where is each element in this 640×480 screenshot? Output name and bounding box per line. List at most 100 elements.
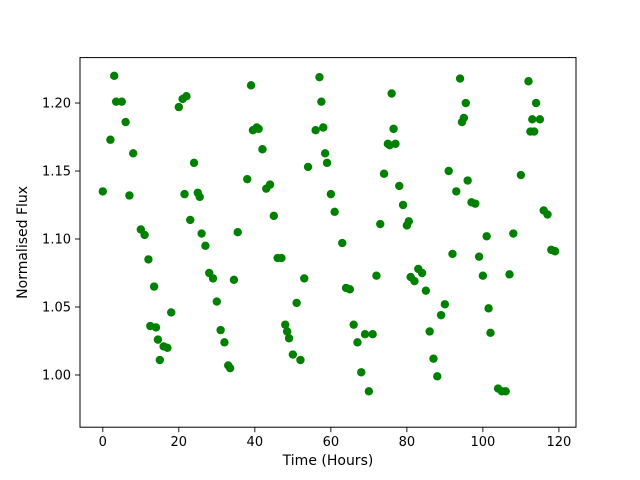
data-point (357, 368, 366, 377)
data-point (281, 320, 290, 329)
data-point (516, 170, 526, 180)
data-point (484, 304, 493, 313)
data-point (345, 285, 355, 294)
data-point (225, 363, 235, 373)
data-point (391, 139, 400, 149)
data-point (319, 123, 328, 132)
data-point (303, 162, 313, 172)
data-point (531, 98, 541, 108)
x-tick-label: 20 (171, 435, 188, 450)
data-point (140, 230, 149, 240)
data-point (448, 249, 457, 259)
data-point (98, 187, 108, 196)
data-point (277, 253, 286, 263)
data-point (528, 115, 537, 124)
x-axis-label: Time (Hours) (282, 453, 374, 469)
y-tick-label: 1.00 (42, 368, 71, 383)
data-point (216, 325, 225, 335)
y-tick-label: 1.10 (42, 233, 71, 248)
data-point (265, 180, 275, 189)
data-point (315, 72, 324, 82)
data-point (317, 97, 326, 106)
data-point (509, 229, 518, 238)
data-point (360, 329, 370, 339)
data-point (379, 169, 389, 178)
data-point (471, 199, 480, 208)
data-point (455, 74, 465, 83)
data-point (505, 270, 514, 279)
data-point (452, 187, 461, 196)
data-point (125, 191, 134, 200)
data-point (368, 329, 377, 339)
x-tick-label: 60 (323, 435, 340, 450)
data-point (311, 126, 320, 135)
data-point (529, 127, 539, 136)
x-tick-label: 120 (546, 435, 571, 450)
data-point (269, 211, 279, 221)
data-point (243, 174, 252, 184)
x-tick-label: 40 (247, 435, 264, 450)
data-point (300, 274, 309, 283)
data-point (421, 286, 431, 295)
data-point (189, 158, 199, 168)
data-point (486, 328, 495, 338)
data-point (174, 102, 184, 112)
data-point (220, 338, 229, 347)
data-point (282, 327, 292, 336)
data-point (208, 274, 218, 283)
data-point (246, 81, 256, 90)
data-point (338, 238, 347, 248)
data-point (326, 189, 336, 199)
data-point (429, 354, 438, 363)
y-tick-label: 1.20 (42, 97, 71, 112)
data-point (543, 210, 552, 219)
data-point (395, 181, 404, 191)
data-point (550, 247, 560, 256)
x-tick-label: 100 (470, 435, 495, 450)
data-point (117, 97, 127, 106)
data-point (163, 343, 172, 352)
x-tick-label: 80 (399, 435, 416, 450)
data-point (121, 117, 130, 127)
data-point (372, 271, 381, 280)
data-point (149, 282, 159, 291)
data-point (296, 355, 305, 365)
data-point (387, 89, 396, 98)
data-point (258, 145, 267, 154)
data-point (284, 334, 294, 343)
plot-area (80, 57, 576, 428)
data-point (229, 275, 239, 284)
data-point (459, 113, 469, 123)
data-point (151, 323, 161, 332)
data-point (353, 338, 362, 347)
data-point (417, 268, 427, 278)
data-point (524, 77, 533, 86)
y-tick-label: 1.05 (42, 300, 71, 315)
data-point (180, 189, 189, 199)
data-point (288, 350, 298, 359)
data-point (478, 271, 488, 280)
data-point (167, 308, 176, 317)
data-point (440, 300, 450, 309)
data-point (292, 298, 301, 308)
data-point (320, 149, 330, 158)
axes-frame (79, 57, 577, 428)
data-point (195, 192, 204, 202)
data-point (376, 219, 385, 229)
data-point (444, 166, 453, 176)
y-tick-label: 1.15 (42, 165, 71, 180)
x-tick-label: 0 (99, 435, 107, 450)
data-point (212, 297, 222, 306)
data-point (404, 217, 413, 226)
data-point (535, 115, 545, 124)
data-point (197, 229, 206, 238)
data-point (349, 320, 358, 329)
data-point (322, 158, 332, 168)
data-point (398, 200, 408, 210)
data-point (182, 92, 191, 101)
data-point (254, 124, 263, 134)
data-point (425, 327, 434, 336)
data-point (186, 215, 195, 225)
